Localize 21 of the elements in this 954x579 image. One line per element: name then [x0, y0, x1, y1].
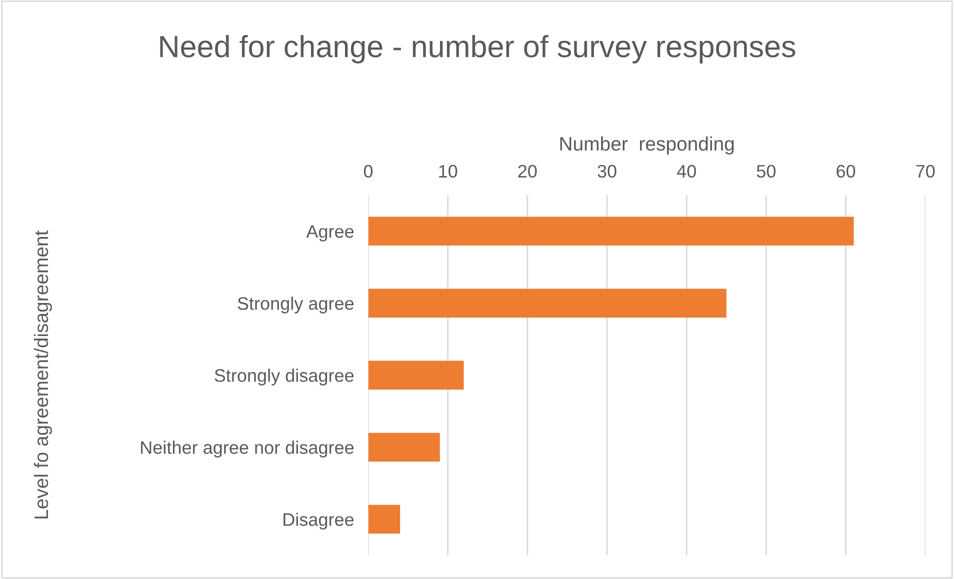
y-tick-label: Strongly disagree — [214, 368, 354, 386]
x-axis-title: Number responding — [560, 136, 734, 155]
bar — [368, 360, 464, 390]
x-tick-label: 60 — [836, 164, 856, 178]
x-tick-label: 20 — [518, 164, 537, 178]
y-tick-label: Strongly agree — [238, 296, 354, 314]
x-tick-label: 0 — [364, 164, 373, 178]
x-tick-label: 30 — [598, 164, 616, 178]
bar — [368, 216, 854, 246]
y-tick-label: Agree — [306, 225, 354, 242]
x-tick-label: 50 — [756, 164, 776, 178]
bar — [368, 288, 726, 318]
chart-title: Need for change - number of survey responses — [160, 34, 796, 64]
bar — [368, 504, 400, 534]
y-tick-label: Disagree — [284, 512, 354, 530]
y-tick-label: Neither agree nor disagree — [141, 440, 354, 458]
bar — [368, 432, 440, 462]
x-tick-label: 40 — [676, 164, 696, 178]
x-tick-label: 10 — [439, 164, 458, 178]
x-tick-label: 70 — [916, 164, 935, 178]
y-axis-title: Level fo agreement/disagreement — [34, 230, 52, 518]
